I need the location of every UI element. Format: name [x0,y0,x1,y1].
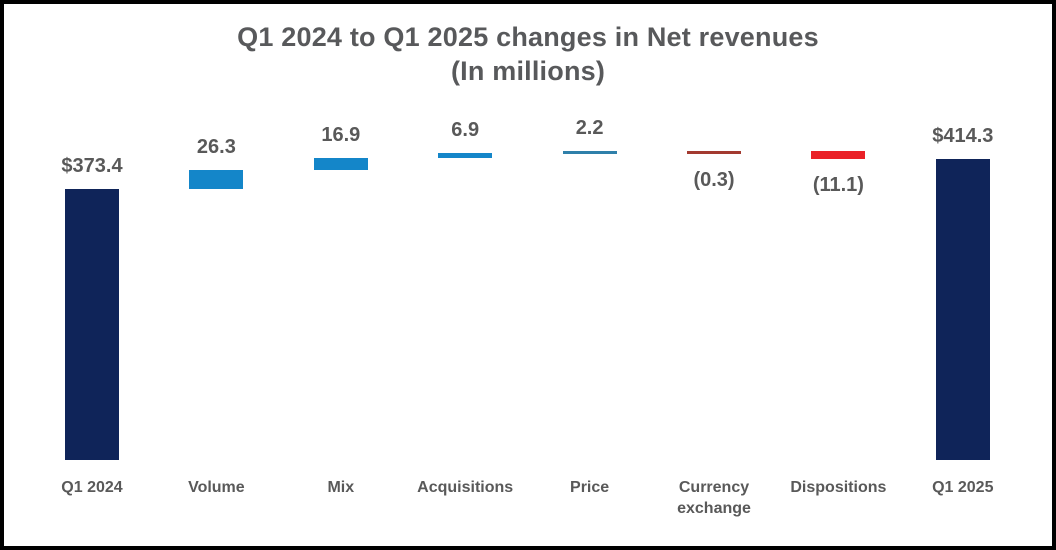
axis-label-currency-exchange: Currency exchange [677,479,751,517]
bar-mix [313,157,368,170]
value-label-acquisitions: 6.9 [451,118,480,141]
value-label-dispositions: (11.1) [812,174,864,197]
bar-q1-2024 [65,188,119,460]
axis-label-acquisitions: Acquisitions [417,479,514,496]
chart-title-line2: (In millions) [450,56,606,86]
value-label-q1-2025: $414.3 [932,125,994,148]
bar-currency-exchange [687,151,741,155]
value-label-price: 2.2 [575,117,604,140]
axis-label-mix: Mix [327,479,355,496]
bar-volume [189,169,244,189]
axis-label-dispositions: Dispositions [790,479,887,496]
value-label-q1-2024: $373.4 [61,154,123,177]
axis-label-q1-2025: Q1 2025 [932,479,994,496]
axis-label-q1-2024: Q1 2024 [61,479,123,496]
axis-label-volume: Volume [188,479,245,496]
waterfall-plot: $373.4 Q1 2024 26.3 Volume 16.9 Mix 6.9 Acquisi… [4,4,1052,546]
axis-label-price: Price [570,479,610,496]
bar-dispositions [811,151,866,160]
value-label-mix: 16.9 [321,123,361,146]
value-label-volume: 26.3 [196,135,236,158]
value-label-currency-exchange: (0.3) [693,169,735,192]
chart-title-line1: Q1 2024 to Q1 2025 changes in Net revenu… [237,22,819,52]
chart-title: Q1 2024 to Q1 2025 changes in Net revenu… [4,20,1052,88]
bar-q1-2025 [935,159,990,460]
bar-price [562,151,617,155]
bar-acquisitions [438,152,493,158]
